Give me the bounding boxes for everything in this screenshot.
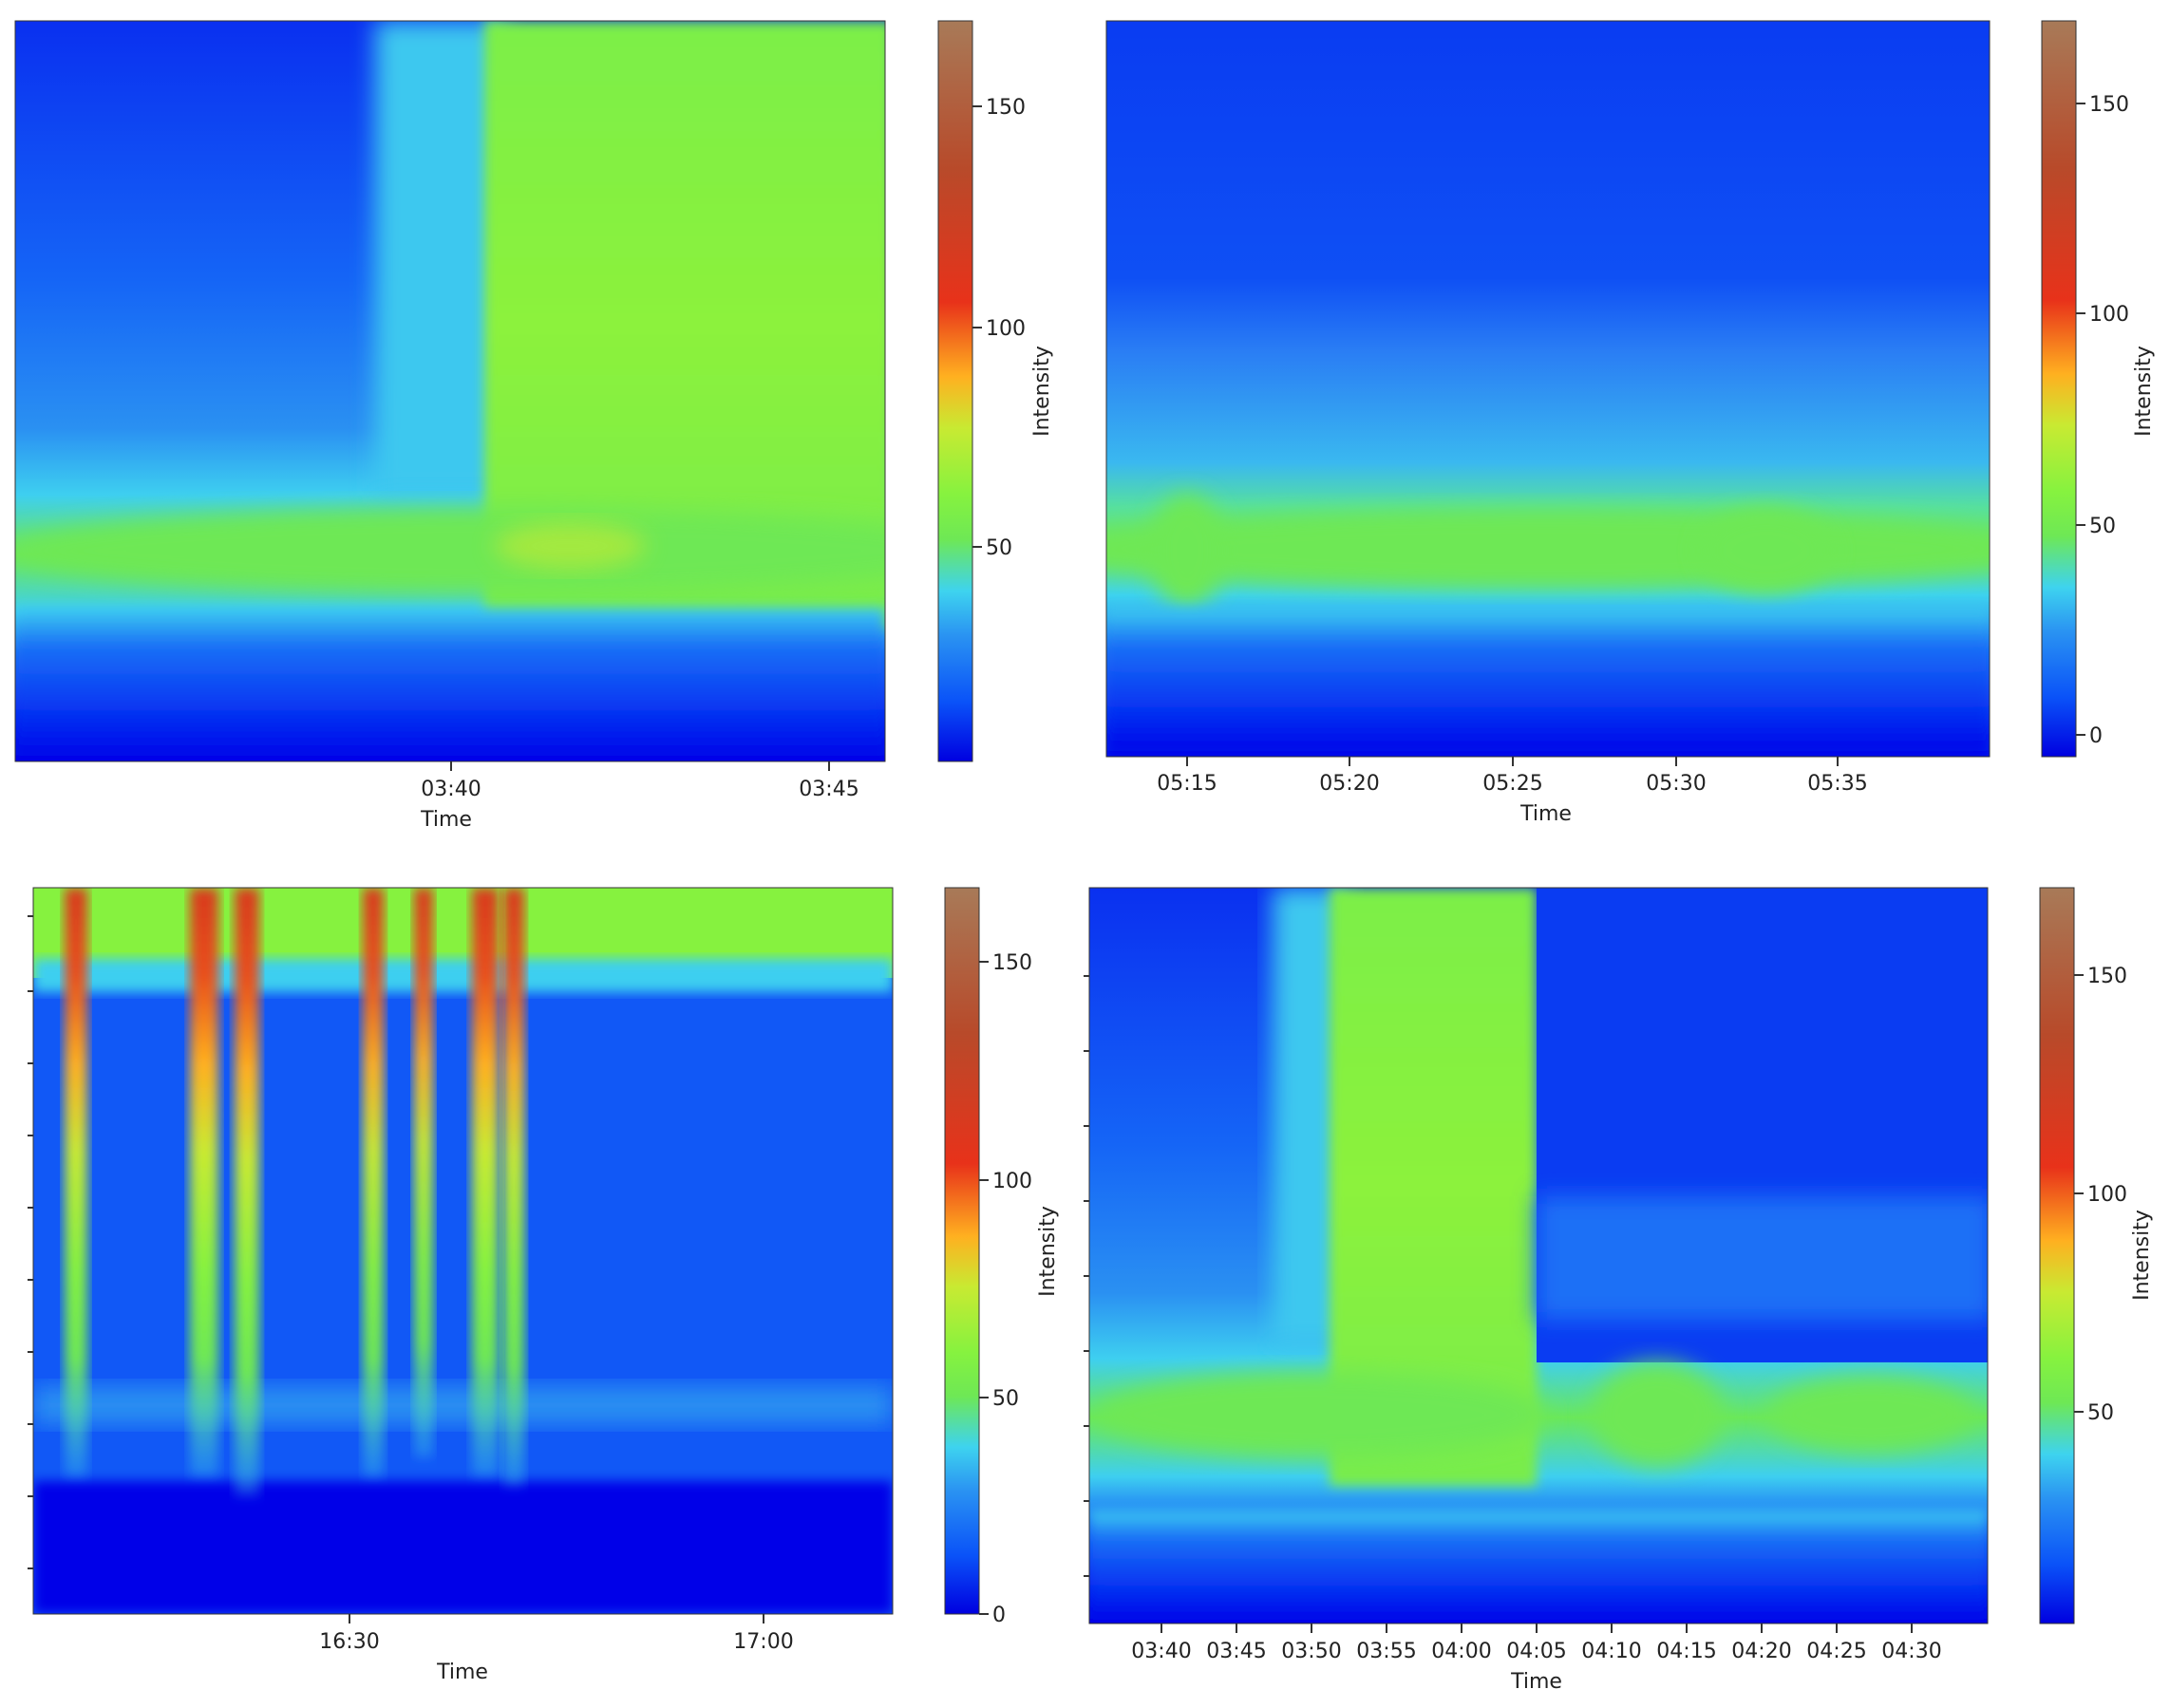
- tick-label: 05:30: [1646, 772, 1706, 796]
- x-axis-label: Time: [420, 808, 472, 832]
- tick-label: 05:15: [1157, 772, 1217, 796]
- y-ticks-bottom-left: [28, 915, 33, 1569]
- colorbar-bottom-right: 150 100 50 Intensity: [2039, 887, 2154, 1624]
- tick-label: 16:30: [319, 1630, 379, 1654]
- heatmap-bottom-left: [33, 888, 893, 1614]
- tick-label: 05:25: [1482, 772, 1542, 796]
- colorbar-tick: 0: [2089, 724, 2103, 748]
- colorbar-tick: 50: [2087, 1401, 2114, 1425]
- x-axis-label: Time: [1519, 802, 1572, 826]
- panel-bottom-right: 03:40 03:45 03:50 03:55 04:00 04:05 04:1…: [1084, 887, 2154, 1694]
- tick-label: 03:45: [1206, 1640, 1266, 1663]
- tick-label: 04:20: [1731, 1640, 1791, 1663]
- colorbar-top-right: 150 100 50 0 Intensity: [2041, 20, 2156, 758]
- colorbar-tick: 150: [992, 951, 1032, 975]
- colorbar-tick: 100: [2087, 1183, 2127, 1207]
- tick-label: 04:30: [1881, 1640, 1941, 1663]
- colorbar-tick: 50: [2089, 515, 2116, 538]
- colorbar-top-left: 150 100 50 Intensity: [937, 20, 1054, 762]
- tick-label: 03:45: [799, 778, 859, 801]
- x-ticks-top-right: 05:15 05:20 05:25 05:30 05:35: [1157, 757, 1868, 796]
- x-ticks-top-left: 03:40 03:45: [421, 761, 859, 801]
- colorbar-label: Intensity: [2132, 346, 2156, 437]
- heatmap-top-right: [1106, 21, 1990, 757]
- tick-label: 03:40: [1131, 1640, 1191, 1663]
- tick-label: 04:15: [1656, 1640, 1716, 1663]
- panel-bottom-left: 16:30 17:00 Time 150 100 50 0 Intensity: [28, 887, 1060, 1684]
- colorbar-label: Intensity: [1030, 346, 1054, 437]
- tick-label: 03:55: [1356, 1640, 1416, 1663]
- tick-label: 05:20: [1319, 772, 1379, 796]
- spikes: [65, 888, 524, 1495]
- colorbar-tick: 150: [986, 96, 1026, 120]
- tick-label: 03:40: [421, 778, 481, 801]
- colorbar-label: Intensity: [1036, 1206, 1060, 1297]
- tick-label: 04:05: [1506, 1640, 1566, 1663]
- colorbar-label: Intensity: [2130, 1210, 2154, 1301]
- colorbar-tick: 100: [2089, 303, 2129, 327]
- heatmap-top-left: [15, 21, 885, 761]
- colorbar-tick: 100: [986, 317, 1026, 341]
- panel-top-left: 03:40 03:45 Time 150 100 50 Intensity: [14, 20, 1054, 832]
- colorbar-tick: 50: [986, 536, 1012, 560]
- colorbar-tick: 0: [992, 1604, 1006, 1627]
- colorbar-tick: 150: [2089, 93, 2129, 117]
- y-ticks-bottom-right: [1084, 975, 1089, 1577]
- colorbar-tick: 150: [2087, 965, 2127, 988]
- x-axis-label: Time: [436, 1661, 488, 1684]
- colorbar-tick: 50: [992, 1387, 1019, 1411]
- tick-label: 17:00: [733, 1630, 793, 1654]
- x-ticks-bottom-left: 16:30 17:00: [319, 1614, 794, 1654]
- tick-label: 04:10: [1581, 1640, 1641, 1663]
- tick-label: 04:00: [1431, 1640, 1491, 1663]
- tick-label: 05:35: [1807, 772, 1867, 796]
- panel-top-right: 05:15 05:20 05:25 05:30 05:35 Time 150 1…: [1105, 20, 2156, 826]
- x-ticks-bottom-right: 03:40 03:45 03:50 03:55 04:00 04:05 04:1…: [1131, 1624, 1942, 1663]
- tick-label: 03:50: [1281, 1640, 1341, 1663]
- colorbar-tick: 100: [992, 1170, 1032, 1193]
- heatmap-bottom-right: [1089, 888, 1988, 1624]
- x-axis-label: Time: [1510, 1670, 1562, 1694]
- tick-label: 04:25: [1806, 1640, 1866, 1663]
- colorbar-bottom-left: 150 100 50 0 Intensity: [944, 887, 1060, 1627]
